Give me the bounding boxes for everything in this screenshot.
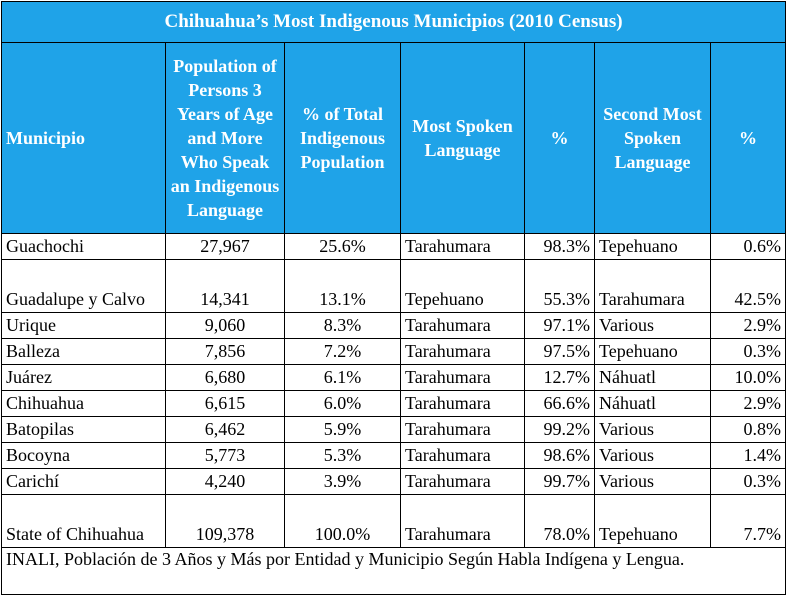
cell-pct-second: 7.7% xyxy=(709,494,787,548)
cell-pct-second: 1.4% xyxy=(709,442,787,469)
table-row: Carichí 4,240 3.9% Tarahumara 99.7% Vari… xyxy=(1,468,787,495)
table-row: Batopilas 6,462 5.9% Tarahumara 99.2% Va… xyxy=(1,416,787,443)
cell-municipio: Batopilas xyxy=(1,416,166,443)
table-row: Urique 9,060 8.3% Tarahumara 97.1% Vario… xyxy=(1,312,787,339)
cell-population: 14,341 xyxy=(165,259,285,313)
cell-most-spoken: Tarahumara xyxy=(400,338,525,365)
cell-pct-second: 0.3% xyxy=(709,468,787,495)
table-row: Guadalupe y Calvo 14,341 13.1% Tepehuano… xyxy=(1,259,787,313)
cell-second-most: Various xyxy=(594,312,711,339)
cell-pct-most: 55.3% xyxy=(524,259,595,313)
cell-most-spoken: Tarahumara xyxy=(400,442,525,469)
cell-pct-total: 7.2% xyxy=(284,338,401,365)
cell-second-most: Tarahumara xyxy=(594,259,711,313)
cell-second-most: Tepehuano xyxy=(594,494,711,548)
header-row: Municipio Population of Persons 3 Years … xyxy=(1,42,787,234)
cell-pct-second: 0.6% xyxy=(709,233,787,260)
cell-municipio: Chihuahua xyxy=(1,390,166,417)
header-municipio: Municipio xyxy=(1,42,166,234)
cell-pct-second: 10.0% xyxy=(709,364,787,391)
cell-most-spoken: Tarahumara xyxy=(400,312,525,339)
header-pct-second: % xyxy=(709,42,787,234)
header-pct-most: % xyxy=(524,42,595,234)
cell-pct-total: 8.3% xyxy=(284,312,401,339)
cell-second-most: Tepehuano xyxy=(594,233,711,260)
cell-pct-total: 3.9% xyxy=(284,468,401,495)
header-second-most: Second Most Spoken Language xyxy=(594,42,711,234)
cell-pct-most: 98.3% xyxy=(524,233,595,260)
cell-municipio: Balleza xyxy=(1,338,166,365)
cell-pct-most: 12.7% xyxy=(524,364,595,391)
cell-pct-most: 99.2% xyxy=(524,416,595,443)
cell-pct-total: 13.1% xyxy=(284,259,401,313)
cell-municipio: Carichí xyxy=(1,468,166,495)
table-row: Guachochi 27,967 25.6% Tarahumara 98.3% … xyxy=(1,233,787,260)
cell-population: 109,378 xyxy=(165,494,285,548)
cell-pct-second: 2.9% xyxy=(709,312,787,339)
cell-population: 6,615 xyxy=(165,390,285,417)
table-row: Juárez 6,680 6.1% Tarahumara 12.7% Náhua… xyxy=(1,364,787,391)
header-population: Population of Persons 3 Years of Age and… xyxy=(165,42,285,234)
table-row: Chihuahua 6,615 6.0% Tarahumara 66.6% Ná… xyxy=(1,390,787,417)
cell-most-spoken: Tarahumara xyxy=(400,233,525,260)
cell-municipio: State of Chihuahua xyxy=(1,494,166,548)
cell-pct-most: 98.6% xyxy=(524,442,595,469)
cell-second-most: Náhuatl xyxy=(594,390,711,417)
cell-most-spoken: Tarahumara xyxy=(400,364,525,391)
cell-municipio: Juárez xyxy=(1,364,166,391)
cell-population: 4,240 xyxy=(165,468,285,495)
cell-municipio: Urique xyxy=(1,312,166,339)
cell-pct-most: 97.5% xyxy=(524,338,595,365)
table-row: Balleza 7,856 7.2% Tarahumara 97.5% Tepe… xyxy=(1,338,787,365)
cell-pct-most: 97.1% xyxy=(524,312,595,339)
cell-pct-second: 42.5% xyxy=(709,259,787,313)
cell-second-most: Various xyxy=(594,442,711,469)
cell-most-spoken: Tarahumara xyxy=(400,494,525,548)
cell-second-most: Various xyxy=(594,416,711,443)
cell-pct-total: 5.3% xyxy=(284,442,401,469)
cell-second-most: Various xyxy=(594,468,711,495)
cell-pct-total: 6.1% xyxy=(284,364,401,391)
cell-most-spoken: Tarahumara xyxy=(400,468,525,495)
cell-pct-second: 0.8% xyxy=(709,416,787,443)
cell-most-spoken: Tarahumara xyxy=(400,416,525,443)
cell-most-spoken: Tepehuano xyxy=(400,259,525,313)
cell-municipio: Guadalupe y Calvo xyxy=(1,259,166,313)
header-most-spoken: Most Spoken Language xyxy=(400,42,525,234)
cell-second-most: Náhuatl xyxy=(594,364,711,391)
cell-second-most: Tepehuano xyxy=(594,338,711,365)
cell-population: 6,680 xyxy=(165,364,285,391)
table-title: Chihuahua’s Most Indigenous Municipios (… xyxy=(0,1,787,43)
cell-population: 9,060 xyxy=(165,312,285,339)
cell-municipio: Bocoyna xyxy=(1,442,166,469)
cell-pct-total: 5.9% xyxy=(284,416,401,443)
header-pct-total: % of Total Indigenous Population xyxy=(284,42,401,234)
cell-pct-second: 0.3% xyxy=(709,338,787,365)
cell-pct-most: 99.7% xyxy=(524,468,595,495)
cell-population: 6,462 xyxy=(165,416,285,443)
cell-pct-total: 25.6% xyxy=(284,233,401,260)
cell-population: 7,856 xyxy=(165,338,285,365)
cell-most-spoken: Tarahumara xyxy=(400,390,525,417)
cell-municipio: Guachochi xyxy=(1,233,166,260)
cell-pct-total: 6.0% xyxy=(284,390,401,417)
cell-pct-total: 100.0% xyxy=(284,494,401,548)
cell-population: 27,967 xyxy=(165,233,285,260)
cell-pct-most: 66.6% xyxy=(524,390,595,417)
cell-pct-most: 78.0% xyxy=(524,494,595,548)
table-row-total: State of Chihuahua 109,378 100.0% Tarahu… xyxy=(1,494,787,548)
source-note: INALI, Población de 3 Años y Más por Ent… xyxy=(0,547,787,595)
cell-population: 5,773 xyxy=(165,442,285,469)
table-row: Bocoyna 5,773 5.3% Tarahumara 98.6% Vari… xyxy=(1,442,787,469)
cell-pct-second: 2.9% xyxy=(709,390,787,417)
